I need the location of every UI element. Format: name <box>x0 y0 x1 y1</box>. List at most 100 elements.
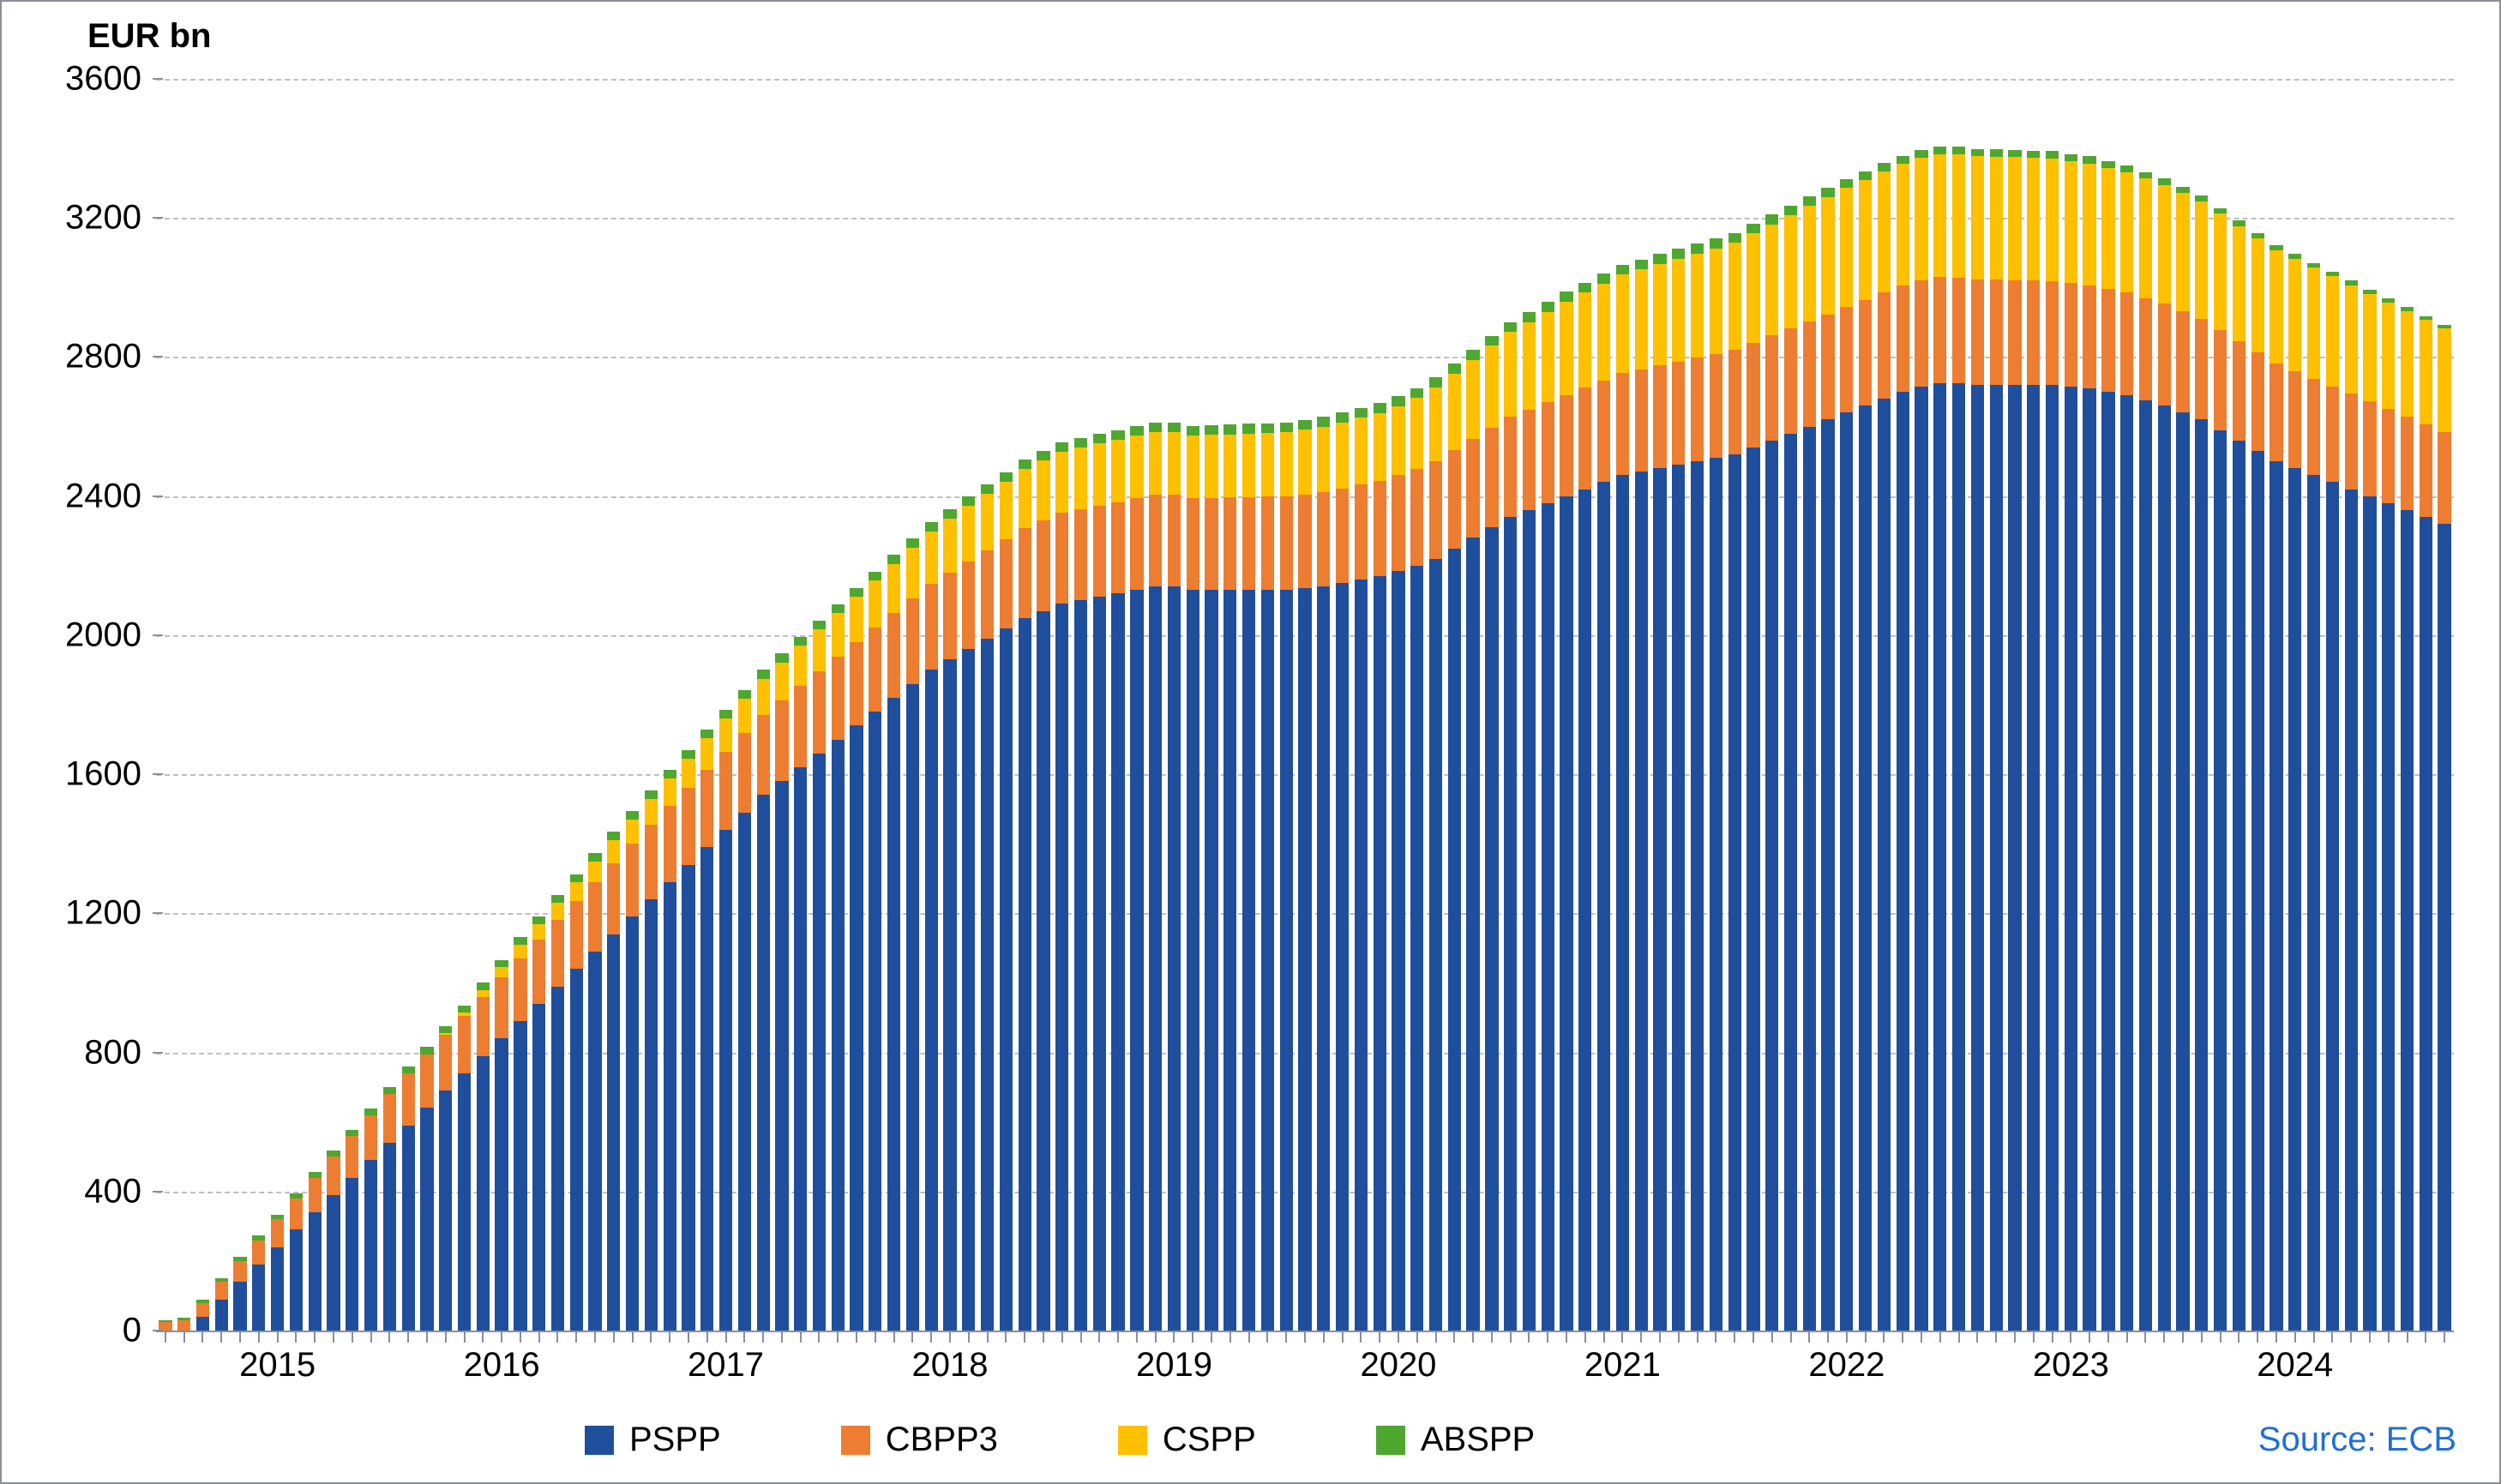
bar <box>2083 156 2095 1331</box>
bar-container <box>156 79 2454 1331</box>
bar <box>832 604 845 1331</box>
bar <box>981 484 994 1331</box>
bar <box>1336 412 1349 1331</box>
bar <box>458 1006 471 1331</box>
bar <box>1223 424 1236 1331</box>
bar <box>1840 179 1853 1331</box>
bar <box>2214 208 2227 1331</box>
bar <box>402 1066 415 1331</box>
bar <box>588 853 601 1331</box>
bar <box>813 621 826 1331</box>
bar <box>2176 187 2189 1331</box>
bar <box>570 874 583 1331</box>
bar <box>1523 312 1536 1331</box>
bar <box>1784 206 1797 1331</box>
bar <box>1298 420 1311 1331</box>
bar <box>2345 280 2358 1331</box>
bar <box>1672 249 1685 1331</box>
legend-item-cspp: CSPP <box>1118 1421 1256 1459</box>
bar <box>1710 238 1722 1331</box>
bar <box>1616 265 1629 1331</box>
x-tick-label: 2022 <box>1808 1346 1885 1385</box>
bar <box>1728 233 1741 1331</box>
bar <box>1897 156 1909 1331</box>
legend-swatch <box>841 1426 870 1455</box>
bar <box>1635 260 1648 1331</box>
y-axis-title: EUR bn <box>87 17 211 56</box>
bar <box>514 937 526 1331</box>
bar <box>1803 196 1816 1331</box>
legend-label: ABSPP <box>1421 1421 1535 1459</box>
x-tick-label: 2019 <box>1136 1346 1212 1385</box>
bar <box>1448 363 1461 1331</box>
x-tick-label: 2018 <box>912 1346 989 1385</box>
bar <box>1504 322 1517 1331</box>
bar <box>477 982 490 1331</box>
y-tick-label: 1200 <box>21 894 141 933</box>
bar <box>1168 423 1181 1331</box>
bar <box>1355 408 1368 1331</box>
bar <box>2233 220 2245 1331</box>
bar <box>1410 388 1423 1331</box>
bar <box>700 730 713 1331</box>
bar <box>551 895 564 1331</box>
bar <box>1130 426 1143 1331</box>
bar <box>1037 451 1049 1331</box>
legend-swatch <box>1118 1426 1147 1455</box>
bar <box>309 1172 322 1331</box>
bar <box>2288 254 2301 1331</box>
bar <box>925 522 938 1331</box>
bar <box>1597 273 1610 1331</box>
bar <box>2420 316 2432 1331</box>
bar <box>2065 154 2077 1331</box>
x-tick-label: 2016 <box>464 1346 540 1385</box>
bar <box>1878 163 1891 1331</box>
bar <box>495 960 508 1331</box>
bar <box>1466 350 1479 1331</box>
legend-item-pspp: PSPP <box>585 1421 721 1459</box>
bar <box>1374 403 1386 1331</box>
legend-swatch <box>1376 1426 1405 1455</box>
bar <box>1187 426 1199 1331</box>
bar <box>682 750 694 1331</box>
bar <box>1093 434 1106 1331</box>
bar <box>1000 472 1013 1331</box>
bar <box>2252 233 2264 1331</box>
y-tick-label: 2400 <box>21 477 141 515</box>
bar <box>2139 172 2152 1331</box>
legend-item-abspp: ABSPP <box>1376 1421 1535 1459</box>
bar <box>645 790 658 1331</box>
bar <box>1074 438 1087 1331</box>
bar <box>2158 178 2171 1331</box>
legend-label: PSPP <box>629 1421 721 1459</box>
bar <box>1821 188 1834 1331</box>
bar <box>2195 195 2208 1331</box>
bar <box>364 1108 377 1331</box>
legend-label: CBPP3 <box>886 1421 998 1459</box>
bar <box>290 1193 303 1331</box>
bar <box>1746 224 1759 1331</box>
bar <box>1859 171 1872 1331</box>
bar <box>1261 424 1274 1331</box>
bar <box>794 637 807 1331</box>
y-tick-label: 3200 <box>21 199 141 237</box>
bar <box>233 1257 246 1331</box>
bar <box>177 1318 190 1331</box>
bar <box>664 770 676 1331</box>
bar <box>1691 243 1704 1331</box>
y-tick-label: 400 <box>21 1172 141 1211</box>
y-tick-label: 0 <box>21 1312 141 1350</box>
plot-area <box>156 79 2454 1331</box>
x-tick-label: 2023 <box>2033 1346 2109 1385</box>
y-tick-label: 2000 <box>21 616 141 654</box>
bar <box>2438 325 2450 1331</box>
bar <box>346 1130 358 1331</box>
bar <box>532 916 545 1331</box>
y-tick-label: 3600 <box>21 60 141 99</box>
bar <box>1019 460 1031 1331</box>
bar <box>1990 149 2003 1331</box>
bar <box>1653 254 1666 1331</box>
bar <box>1205 425 1217 1331</box>
x-tick-label: 2015 <box>239 1346 316 1385</box>
bar <box>906 538 919 1331</box>
